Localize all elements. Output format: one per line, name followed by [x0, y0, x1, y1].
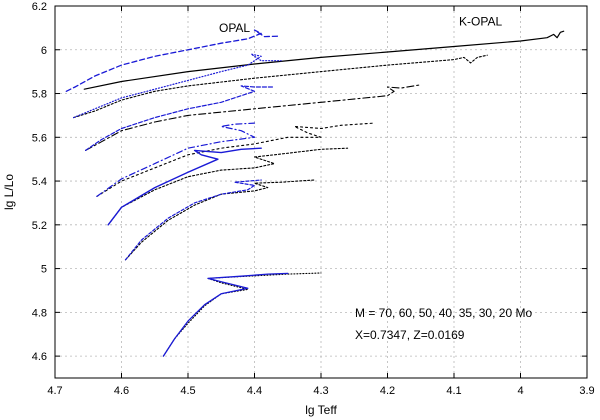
opal-label: OPAL — [219, 21, 250, 35]
y-tick-label: 6 — [41, 45, 47, 57]
x-tick-label: 4.2 — [380, 385, 395, 397]
track-k-opal-70-mo — [83, 30, 565, 90]
x-tick-label: 4.4 — [247, 385, 262, 397]
x-tick-label: 4.3 — [313, 385, 328, 397]
x-tick-label: 3.9 — [579, 385, 594, 397]
kopal-label: K-OPAL — [459, 14, 502, 28]
track-opal-70-mo — [65, 29, 279, 92]
x-tick-label: 4.6 — [114, 385, 129, 397]
composition-annotation: X=0.7347, Z=0.0169 — [355, 328, 465, 342]
x-tick-label: 4.5 — [180, 385, 195, 397]
track-opal-20-mo — [162, 272, 289, 357]
x-axis-title: lg Teff — [305, 403, 337, 417]
track-k-opal-50-mo — [85, 84, 422, 151]
track-k-opal-40-mo — [96, 122, 375, 197]
track-k-opal-20-mo — [162, 272, 322, 357]
x-tick-label: 4.1 — [446, 385, 461, 397]
track-k-opal-35-mo — [107, 147, 349, 226]
y-tick-label: 5.4 — [32, 176, 47, 188]
track-opal-60-mo — [73, 53, 282, 119]
y-axis-title: lg L/Lo — [2, 174, 16, 210]
mass-annotation: M = 70, 60, 50, 40, 35, 30, 20 Mo — [355, 306, 532, 320]
y-tick-label: 5.6 — [32, 132, 47, 144]
y-tick-label: 5.8 — [32, 89, 47, 101]
track-opal-30-mo — [124, 179, 262, 261]
x-tick-label: 4 — [517, 385, 523, 397]
axis-ticks: 4.7 4.6 4.5 4.4 4.3 4.2 4.1 4 3.9 4.6 4.8 5 5.2 5.4 5.… — [32, 1, 595, 397]
evolutionary-tracks — [65, 29, 565, 357]
track-opal-40-mo — [96, 122, 256, 197]
track-k-opal-60-mo — [73, 54, 488, 119]
y-tick-label: 4.8 — [32, 307, 47, 319]
y-tick-label: 5.2 — [32, 220, 47, 232]
track-k-opal-30-mo — [124, 179, 315, 261]
y-tick-label: 6.2 — [32, 1, 47, 13]
track-opal-35-mo — [107, 147, 262, 226]
y-tick-label: 4.6 — [32, 351, 47, 363]
track-opal-50-mo — [85, 85, 275, 151]
y-tick-label: 5 — [41, 264, 47, 276]
x-tick-label: 4.7 — [47, 385, 62, 397]
